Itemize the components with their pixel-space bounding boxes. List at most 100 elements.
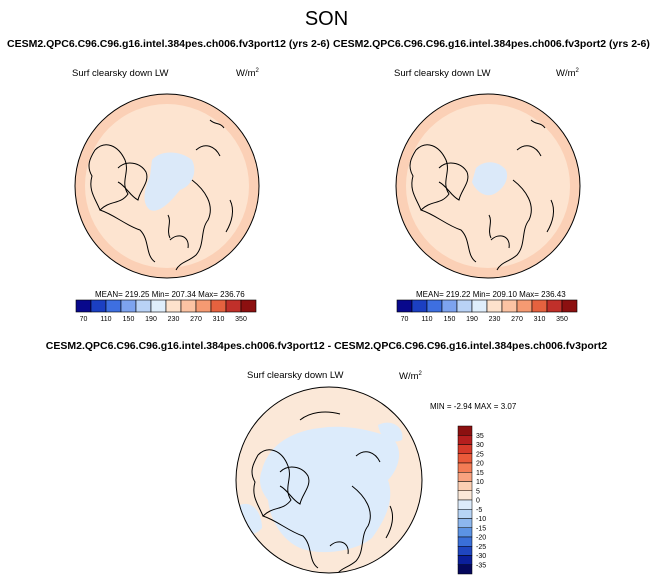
panel2-colorbar-segment [426,299,443,313]
diff-colorbar-segment [457,472,473,482]
panel1-colorbar-segment [180,299,197,313]
panel1-colorbar-segment [120,299,137,313]
diff-colorbar-segment [457,555,473,565]
panel1-cool-region [144,152,195,211]
diff-colorbar-tick-label: 0 [476,498,480,505]
diff-colorbar-segment [457,546,473,556]
diff-colorbar-segment [457,499,473,510]
panel2-colorbar-tick-label: 70 [401,316,409,323]
panel1-colorbar-tick-label: 310 [213,316,225,323]
panel1-colorbar-segment [105,299,122,313]
panel2-colorbar-segment [501,299,518,313]
panel2-map-border [395,93,581,279]
panel2-colorbar-tick-label: 190 [466,316,478,323]
panel1-colorbar-segment [90,299,107,313]
panel1-colorbar-segment [225,299,242,313]
diff-colorbar-segment [457,425,473,436]
panel2-colorbar-segment [411,299,428,313]
panel2-coastlines [409,119,555,271]
diff-units: W/m2 [399,371,422,383]
diff-colorbar-segment [457,490,473,501]
diff-negative-region [260,426,400,553]
diff-colorbar-tick-label: -5 [476,507,482,514]
diff-colorbar-segment [457,527,473,538]
panel1-colorbar-tick-label: 350 [235,316,247,323]
diff-variable-label: Surf clearsky down LW [247,370,344,381]
panel2-cool-region [472,162,508,196]
diff-colorbar-tick-label: 35 [476,433,484,440]
diff-colorbar-tick-label: 20 [476,461,484,468]
diff-colorbar-segment [457,509,473,519]
diff-negative-region-3 [378,422,403,442]
panel1-map [74,93,260,279]
panel2-colorbar-segment [486,299,503,313]
panel2-colorbar-tick-label: 150 [444,316,456,323]
panel1-colorbar-tick-label: 270 [190,316,202,323]
panel2-colorbar-segment [456,299,473,313]
panel1-colorbar-segment [210,299,227,313]
panel1-colorbar-segment [135,299,152,313]
season-title: SON [304,8,349,30]
panel1-colorbar-tick-label: 70 [80,316,88,323]
diff-colorbar-tick-label: 15 [476,470,484,477]
panel1-colorbar-segment [75,299,92,313]
panel1-colorbar-tick-label: 190 [145,316,157,323]
panel2-stats: MEAN= 219.22 Min= 209.10 Max= 236.43 [416,290,566,299]
panel2-colorbar-tick-label: 310 [534,316,546,323]
panel1-colorbar-tick-label: 230 [168,316,180,323]
panel2-units: W/m2 [556,68,579,80]
panel2-colorbar-tick-label: 230 [489,316,501,323]
panel1-colorbar: 70 110 150 190 230 270 310 350 [75,299,257,323]
diff-colorbar-tick-label: -10 [476,516,486,523]
diff-colorbar-segment [457,564,473,575]
diff-colorbar-tick-label: -35 [476,562,486,569]
diff-colorbar-tick-label: 30 [476,442,484,449]
panel1-colorbar-tick-label: 150 [123,316,135,323]
panel2-variable-label: Surf clearsky down LW [394,68,491,79]
diff-coastlines [251,411,394,573]
diff-colorbar-segment [457,444,473,454]
panel1-units: W/m2 [236,68,259,80]
diff-colorbar-segment [457,453,473,464]
diff-map [235,386,423,574]
panel2-colorbar-segment [531,299,548,313]
diff-colorbar-segment [457,518,473,528]
diff-colorbar-tick-label: -25 [476,544,486,551]
panel2-map [395,93,581,279]
diff-stats: MIN = -2.94 MAX = 3.07 [430,402,517,411]
panel2-colorbar: 70 110 150 190 230 270 310 350 [396,299,578,323]
panel2-colorbar-tick-label: 270 [511,316,523,323]
panel2-colorbar-segment [396,299,413,313]
diff-colorbar-segment [457,462,473,473]
diff-colorbar-tick-label: 25 [476,451,484,458]
diff-colorbar-segment [457,536,473,547]
panel1-colorbar-segment [150,299,167,313]
panel1-coastlines [88,119,234,271]
panel2-colorbar-segment [471,299,488,313]
diff-colorbar-tick-label: 10 [476,479,484,486]
panel1-colorbar-tick-label: 110 [100,316,111,323]
diff-colorbar-tick-label: -20 [476,535,486,542]
panel2-colorbar-segment [516,299,533,313]
diff-colorbar: 35 30 25 20 15 10 5 0 -5 -10 -15 -20 -25 -30 -35 [457,425,486,575]
panel2-colorbar-segment [441,299,458,313]
diff-map-border [235,386,423,574]
diff-colorbar-tick-label: 5 [476,488,480,495]
panel1-colorbar-segment [195,299,212,313]
diff-colorbar-tick-label: -30 [476,553,486,560]
panel1-colorbar-segment [240,299,257,313]
panel1-stats: MEAN= 219.25 Min= 207.34 Max= 236.76 [95,290,245,299]
panel1-variable-label: Surf clearsky down LW [72,68,169,79]
panel1-colorbar-segment [165,299,182,313]
panel1-map-border [74,93,260,279]
panel2-colorbar-segment [561,299,578,313]
diff-colorbar-segment [457,481,473,491]
panel2-colorbar-tick-label: 350 [556,316,568,323]
difference-title: CESM2.QPC6.C96.C96.g16.intel.384pes.ch00… [45,340,608,352]
diff-colorbar-segment [457,435,473,445]
panel2-colorbar-tick-label: 110 [421,316,432,323]
panel1-title: CESM2.QPC6.C96.C96.g16.intel.384pes.ch00… [7,38,330,50]
panel2-title: CESM2.QPC6.C96.C96.g16.intel.384pes.ch00… [333,38,650,50]
panel2-colorbar-segment [546,299,563,313]
